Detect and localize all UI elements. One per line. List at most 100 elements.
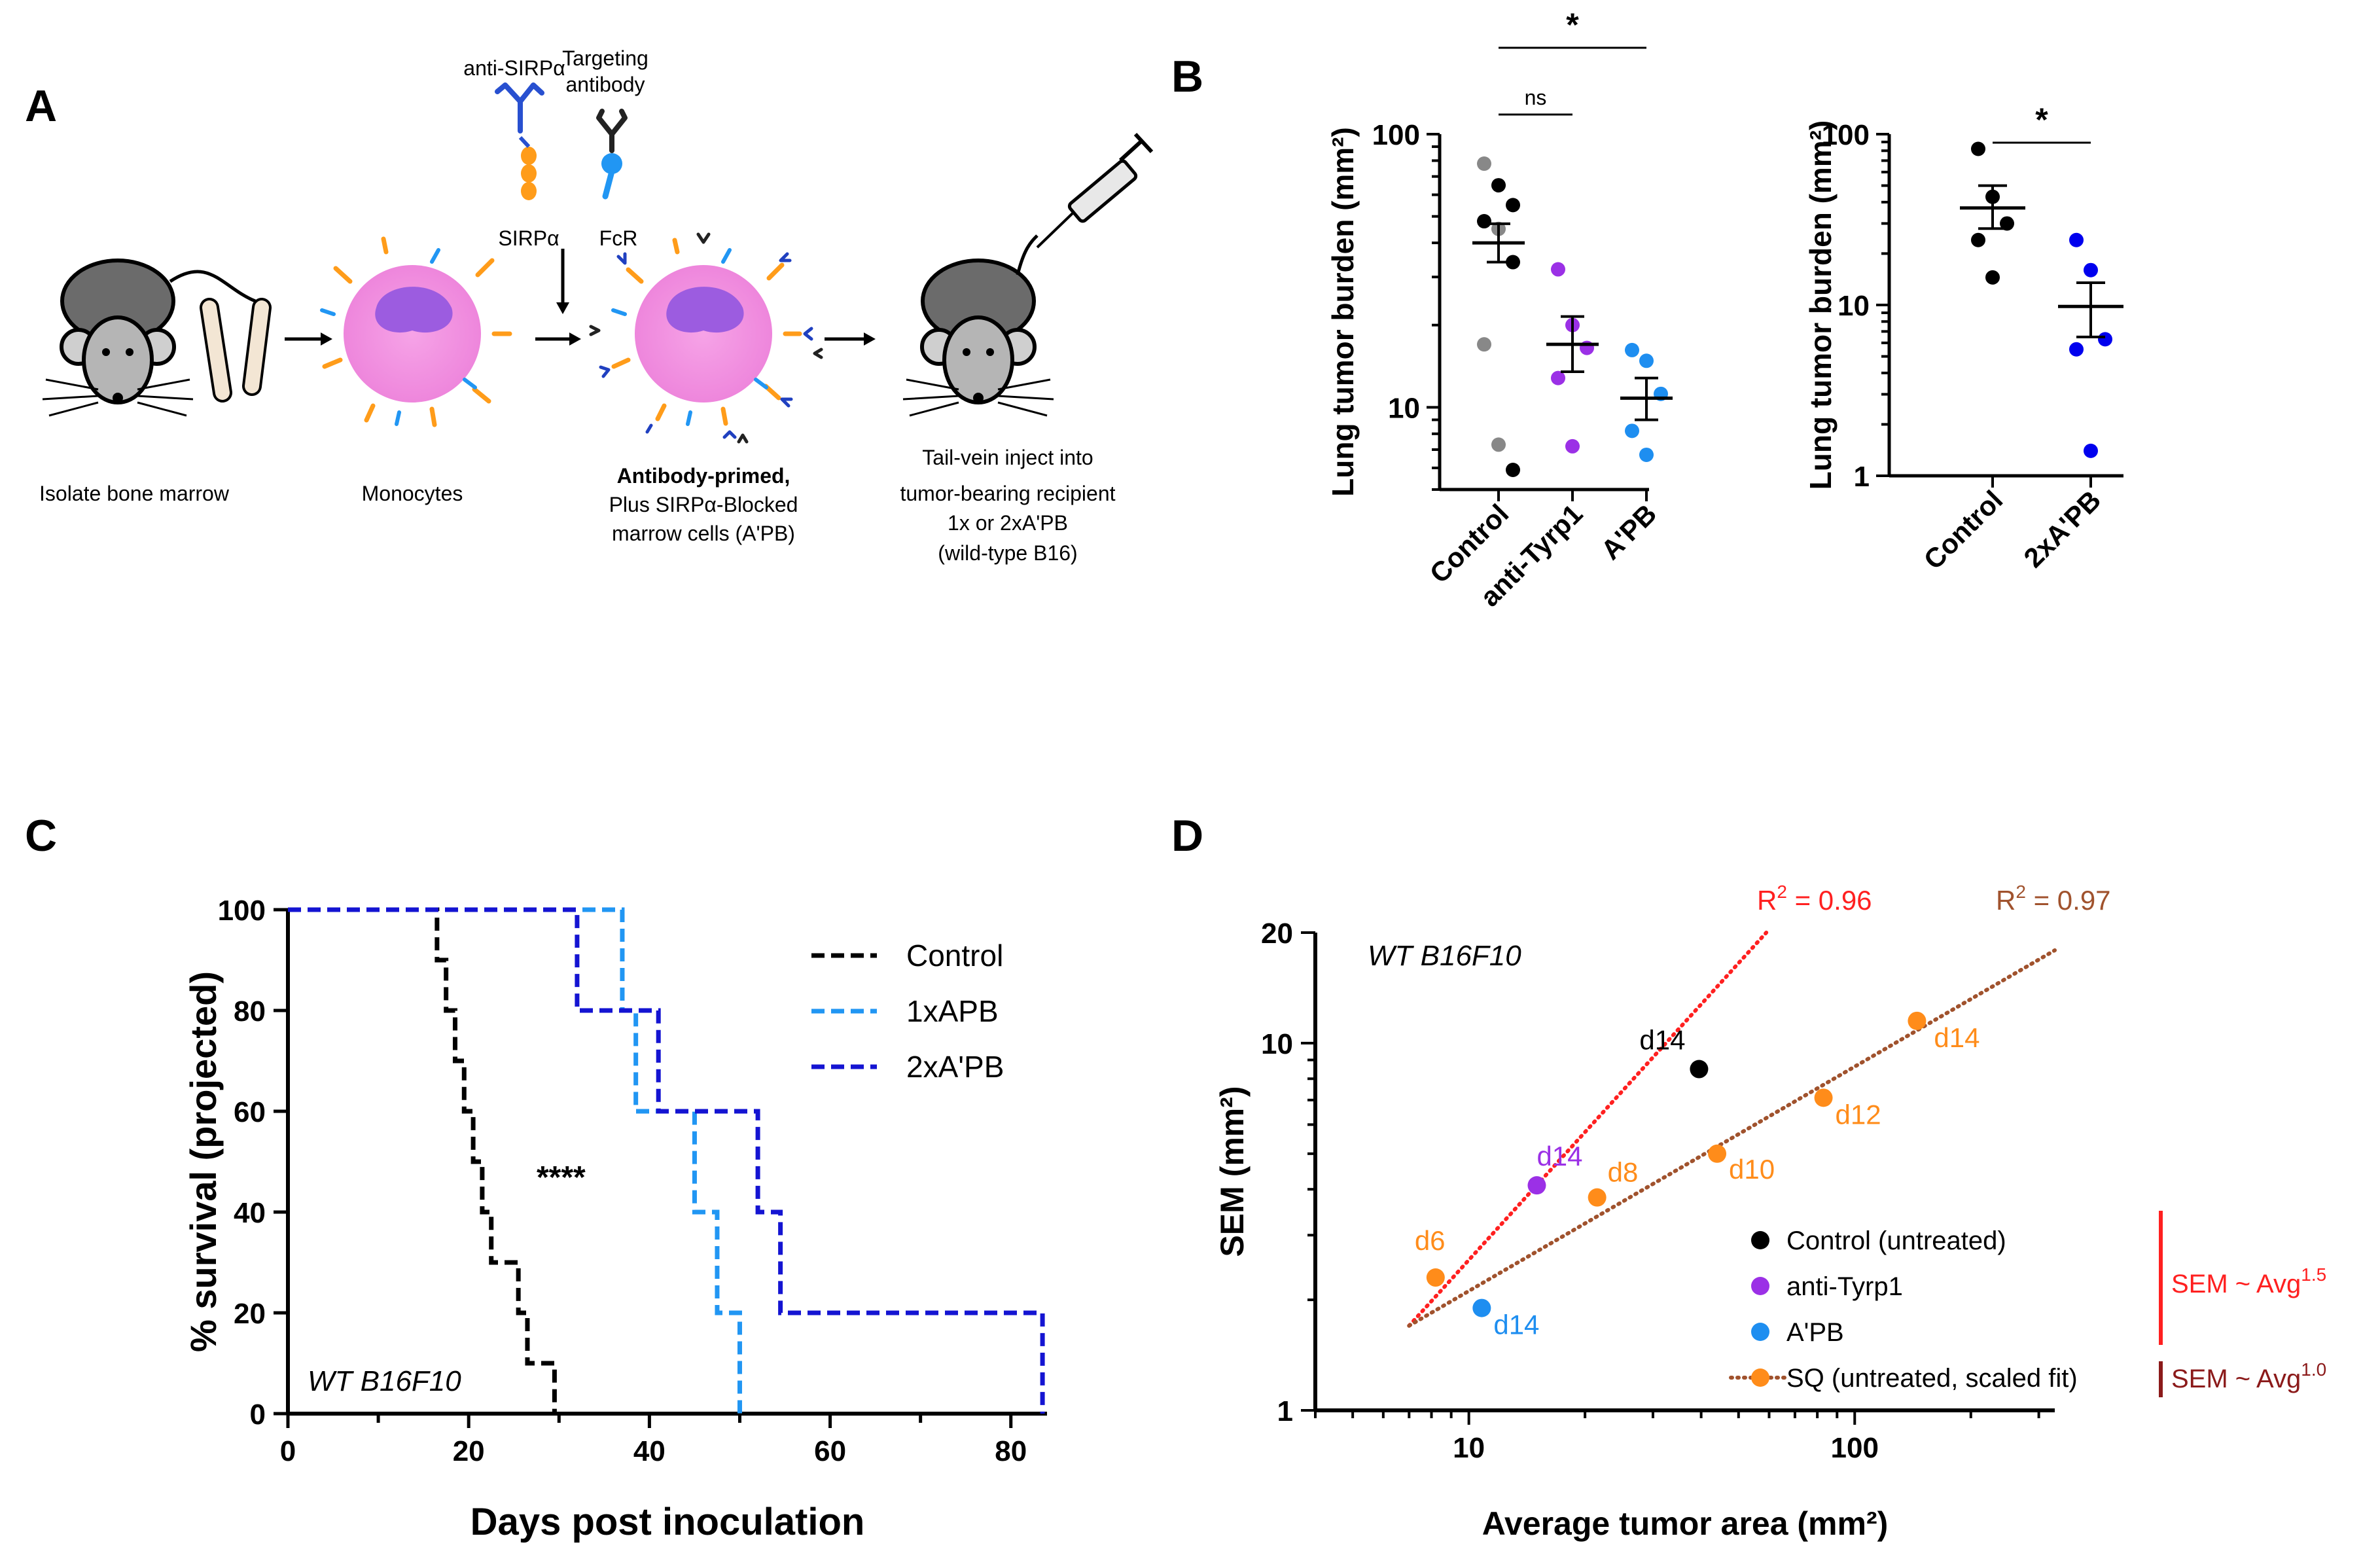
- step-inject-line2: tumor-bearing recipient: [900, 482, 1115, 505]
- y-axis-label: Lung tumor burden (mm²): [1803, 120, 1838, 490]
- data-point: [2084, 262, 2098, 277]
- x-tick-label: 100: [1831, 1432, 1879, 1464]
- x-tick-label: 80: [995, 1435, 1027, 1467]
- data-point: [2000, 216, 2014, 231]
- data-point: [1588, 1188, 1607, 1207]
- panel-d-letter: D: [1171, 811, 1203, 861]
- y-tick-label: 100: [1822, 119, 1870, 151]
- monocyte-icon: [320, 236, 512, 427]
- y-tick-label: 10: [1261, 1028, 1293, 1060]
- primed-cell-icon: [589, 232, 823, 444]
- label-anti-sirpa: anti-SIRPα: [463, 56, 565, 80]
- y-tick-label: 1: [1854, 461, 1870, 493]
- sig-label: ns: [1525, 86, 1547, 109]
- data-point: [1908, 1011, 1927, 1030]
- step-primed-line3: marrow cells (A'PB): [612, 522, 795, 545]
- chart-d-sem: 1 10 20 10 100 Average tumor area (mm²) SEM (m…: [1214, 882, 2326, 1542]
- data-point: [2084, 443, 2098, 458]
- y-tick-label: 100: [1372, 119, 1420, 151]
- data-point: [1506, 462, 1520, 477]
- legend-label: Control (untreated): [1786, 1226, 2006, 1255]
- data-point: [1506, 198, 1520, 213]
- step-inject-line3: 1x or 2xA'PB: [948, 511, 1068, 535]
- x-tick-label: 2xA'PB: [2017, 484, 2106, 573]
- chart-c-survival: 0 20 40 60 80 100 0 20 40 60 80 Days post inoculati…: [183, 895, 1047, 1543]
- data-point: [1491, 437, 1506, 452]
- x-axis-label: Average tumor area (mm²): [1482, 1505, 1889, 1542]
- label-sirpa: SIRPα: [498, 226, 559, 250]
- point-label: d14: [1934, 1022, 1980, 1053]
- panel-b-letter: B: [1171, 52, 1203, 101]
- legend-marker: [1751, 1368, 1769, 1387]
- y-tick-label: 40: [234, 1197, 266, 1229]
- legend-label: SQ (untreated, scaled fit): [1786, 1364, 2078, 1393]
- x-tick-label: Control: [1918, 484, 2009, 575]
- legend-label: A'PB: [1786, 1318, 1844, 1347]
- legend-marker: [1751, 1323, 1769, 1341]
- step-monocytes: Monocytes: [362, 482, 463, 505]
- data-point: [1814, 1088, 1833, 1107]
- label-antibody: antibody: [566, 73, 645, 96]
- y-axis-label: % survival (projected): [183, 971, 224, 1352]
- legend-label: 2xA'PB: [906, 1050, 1004, 1084]
- data-point: [1565, 438, 1580, 454]
- data-point: [1477, 156, 1491, 171]
- data-point: [1708, 1144, 1727, 1163]
- data-point: [1506, 255, 1520, 270]
- point-label: d12: [1836, 1099, 1881, 1130]
- y-tick-label: 20: [234, 1298, 266, 1330]
- fit-line: [1407, 948, 2057, 1328]
- data-point: [1690, 1060, 1709, 1079]
- y-tick-label: 10: [1838, 290, 1870, 322]
- data-point: [1551, 370, 1565, 385]
- point-label: d14: [1493, 1310, 1539, 1340]
- data-point: [1971, 141, 1985, 156]
- significance-label: ****: [537, 1160, 586, 1195]
- data-point: [1639, 353, 1654, 368]
- y-tick-label: 20: [1261, 918, 1293, 950]
- point-label: d14: [1639, 1025, 1685, 1056]
- survival-line-1xAPB: [288, 907, 742, 1414]
- data-point: [2069, 342, 2084, 357]
- x-tick-label: 10: [1453, 1432, 1485, 1464]
- y-tick-label: 1: [1277, 1395, 1293, 1427]
- antibody-icon: [495, 82, 544, 134]
- syringe-icon: [1036, 132, 1154, 249]
- label-fcr: FcR: [599, 226, 638, 250]
- y-tick-label: 10: [1388, 392, 1420, 424]
- legend-label: anti-Tyrp1: [1786, 1272, 1903, 1301]
- point-label: d10: [1729, 1154, 1775, 1185]
- data-point: [1625, 342, 1639, 357]
- legend-marker: [1751, 1231, 1769, 1249]
- data-point: [1426, 1268, 1445, 1287]
- y-tick-label: 0: [250, 1399, 266, 1431]
- fit-line: [1407, 931, 1769, 1328]
- x-tick-label: 40: [633, 1435, 666, 1467]
- data-point: [1551, 262, 1565, 277]
- survival-line-Control: [288, 907, 557, 1414]
- x-axis-label: Days post inoculation: [471, 1501, 865, 1543]
- panel-c-letter: C: [25, 811, 57, 861]
- annotation: WT B16F10: [1368, 940, 1521, 972]
- step-primed-line1: Antibody-primed,: [617, 464, 790, 488]
- label-targeting: Targeting: [562, 46, 648, 70]
- step-inject-line4: (wild-type B16): [938, 541, 1077, 565]
- x-tick-label: A'PB: [1595, 498, 1662, 565]
- x-tick-label: 20: [453, 1435, 485, 1467]
- sig-label: *: [1566, 7, 1579, 43]
- x-tick-label: 60: [814, 1435, 846, 1467]
- sirpa-receptor-icon: [518, 135, 537, 200]
- scaling-label: SEM ~ Avg1.0: [2171, 1359, 2326, 1393]
- r2-label: R2 = 0.97: [1996, 882, 2111, 916]
- data-point: [1527, 1176, 1546, 1195]
- sig-label: *: [2035, 101, 2048, 138]
- point-label: d14: [1536, 1141, 1582, 1171]
- panel-a: A: [25, 46, 1154, 565]
- y-axis-label: SEM (mm²): [1214, 1086, 1251, 1257]
- data-point: [1971, 232, 1985, 247]
- y-tick-label: 80: [234, 995, 266, 1028]
- legend-label: 1xAPB: [906, 994, 999, 1028]
- mouse-icon: [902, 234, 1054, 417]
